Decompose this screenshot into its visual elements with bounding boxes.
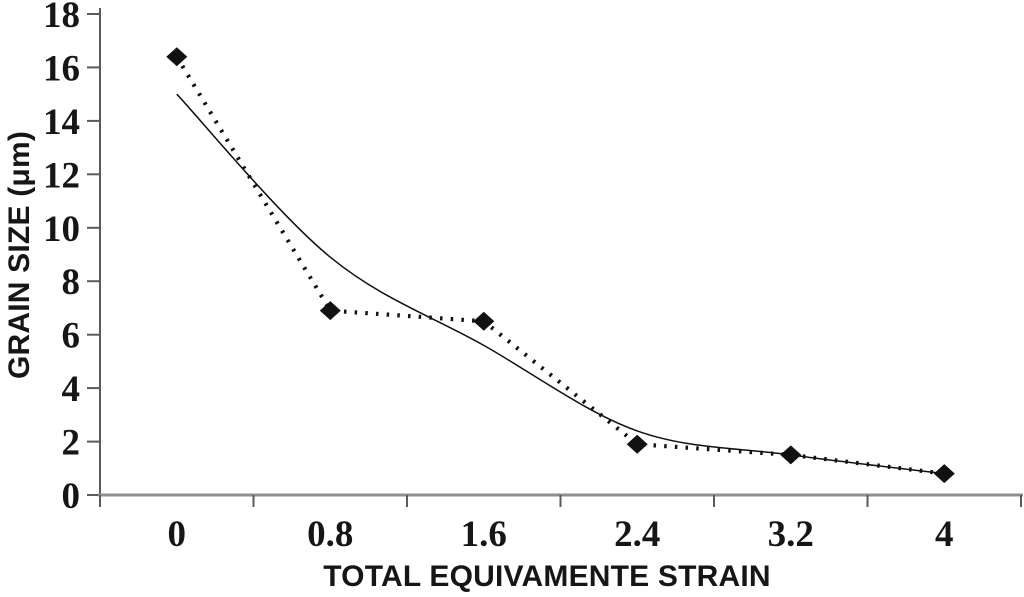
series-fit-curve <box>176 93 945 475</box>
x-tick-label: 1.6 <box>461 514 507 555</box>
x-tick-label: 0 <box>168 514 187 555</box>
y-tick-label: 0 <box>62 476 81 517</box>
y-axis-title: GRAIN SIZE (μm) <box>3 130 36 380</box>
x-tick-label: 4 <box>935 514 954 555</box>
fitted-trend-line <box>176 93 945 475</box>
data-point-marker <box>166 47 188 67</box>
y-tick-label: 10 <box>43 209 80 250</box>
x-axis-title: TOTAL EQUIVAMENTE STRAIN <box>323 560 771 593</box>
y-tick-label: 2 <box>62 423 81 464</box>
x-tick-label: 2.4 <box>614 514 660 555</box>
data-point-marker <box>473 311 495 331</box>
y-tick-label: 8 <box>62 262 81 303</box>
y-axis: 0 2 4 6 8 10 12 14 16 18 <box>43 0 101 517</box>
y-tick-label: 12 <box>43 155 80 196</box>
x-tick-label: 3.2 <box>768 514 814 555</box>
series-grain-size-measured <box>166 47 955 484</box>
y-tick-label: 14 <box>43 102 80 143</box>
dotted-connector-line <box>175 55 945 476</box>
data-point-marker <box>319 301 341 321</box>
y-tick-label: 16 <box>43 48 80 89</box>
x-tick-label: 0.8 <box>307 514 353 555</box>
y-tick-label: 18 <box>43 0 80 36</box>
x-axis: 0 0.8 1.6 2.4 3.2 4 <box>98 493 1023 555</box>
y-tick-label: 6 <box>62 316 81 357</box>
data-point-marker <box>626 434 648 454</box>
y-tick-label: 4 <box>62 369 81 410</box>
